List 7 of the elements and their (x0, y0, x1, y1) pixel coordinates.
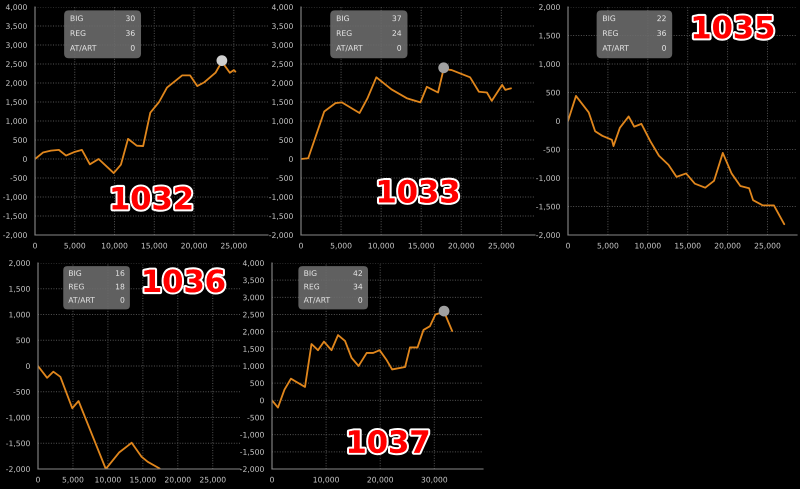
line-series (568, 95, 786, 226)
chart-title: 1036 (144, 269, 224, 292)
chart-title: 1035 (694, 16, 774, 39)
text: 1033 (378, 180, 458, 203)
line-series (38, 365, 161, 469)
text: 1032 (112, 186, 192, 210)
text: 1037 (348, 430, 428, 454)
